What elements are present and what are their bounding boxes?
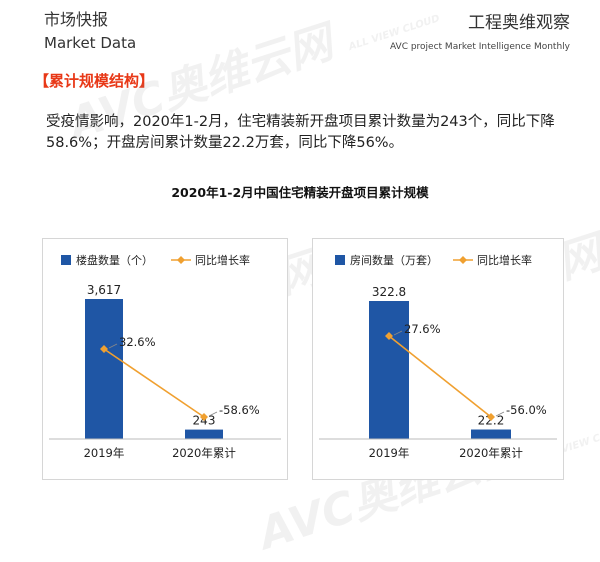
chart-group-title: 2020年1-2月中国住宅精装开盘项目累计规模 [171,185,429,200]
legend-bar-swatch [335,255,345,265]
growth-label-leader [108,343,118,349]
x-tick-label: 2019年 [369,446,410,460]
chart-panel-projects: 楼盘数量（个）同比增长率3,6172432019年2020年累计32.6%-58… [42,238,288,480]
x-tick-label: 2019年 [84,446,125,460]
legend-bar-swatch [61,255,71,265]
watermark-brand: AVC [252,481,362,560]
chart-panel-rooms: 房间数量（万套）同比增长率322.822.22019年2020年累计27.6%-… [312,238,564,480]
growth-point [487,413,495,421]
chart-rooms: 房间数量（万套）同比增长率322.822.22019年2020年累计27.6%-… [319,253,557,460]
legend-line-marker [459,256,467,264]
section-tag: 【累计规模结构】 [34,72,155,90]
growth-line [388,335,492,418]
x-tick-label: 2020年累计 [172,446,236,460]
growth-point [385,332,393,340]
publication-title: 工程奥维观察 [468,13,570,33]
growth-value-label: -58.6% [219,403,260,417]
watermark-cn: 奥维云网 [155,16,339,120]
bar [185,429,223,439]
intro-paragraph: 受疫情影响，2020年1-2月，住宅精装新开盘项目累计数量为243个，同比下降5… [46,114,555,151]
header-left: 市场快报 Market Data [44,10,136,54]
legend-bar-label: 房间数量（万套） [350,254,438,267]
legend-bar-label: 楼盘数量（个） [76,253,153,267]
chart-projects: 楼盘数量（个）同比增长率3,6172432019年2020年累计32.6%-58… [49,253,281,460]
growth-label-leader [208,411,218,417]
legend-line-marker [177,256,185,264]
publication-subtitle: AVC project Market Intelligence Monthly [389,42,570,52]
growth-value-label: -56.0% [506,403,547,417]
growth-value-label: 27.6% [404,322,441,336]
growth-value-label: 32.6% [119,335,156,349]
growth-label-leader [495,411,505,417]
report-type-cn: 市场快报 [44,10,109,29]
legend-line-label: 同比增长率 [195,253,250,267]
growth-point [200,413,208,421]
report-type-en: Market Data [44,34,137,52]
bar [369,301,409,439]
bar [85,299,123,439]
growth-label-leader [393,330,403,336]
header-right: 工程奥维观察 AVC project Market Intelligence M… [390,12,570,54]
bar-value-label: 3,617 [87,283,121,297]
x-tick-label: 2020年累计 [459,446,523,460]
bar-value-label: 322.8 [372,285,406,299]
legend-line-label: 同比增长率 [477,253,532,267]
growth-point [100,345,108,353]
bar [471,429,511,439]
growth-line [103,348,205,418]
